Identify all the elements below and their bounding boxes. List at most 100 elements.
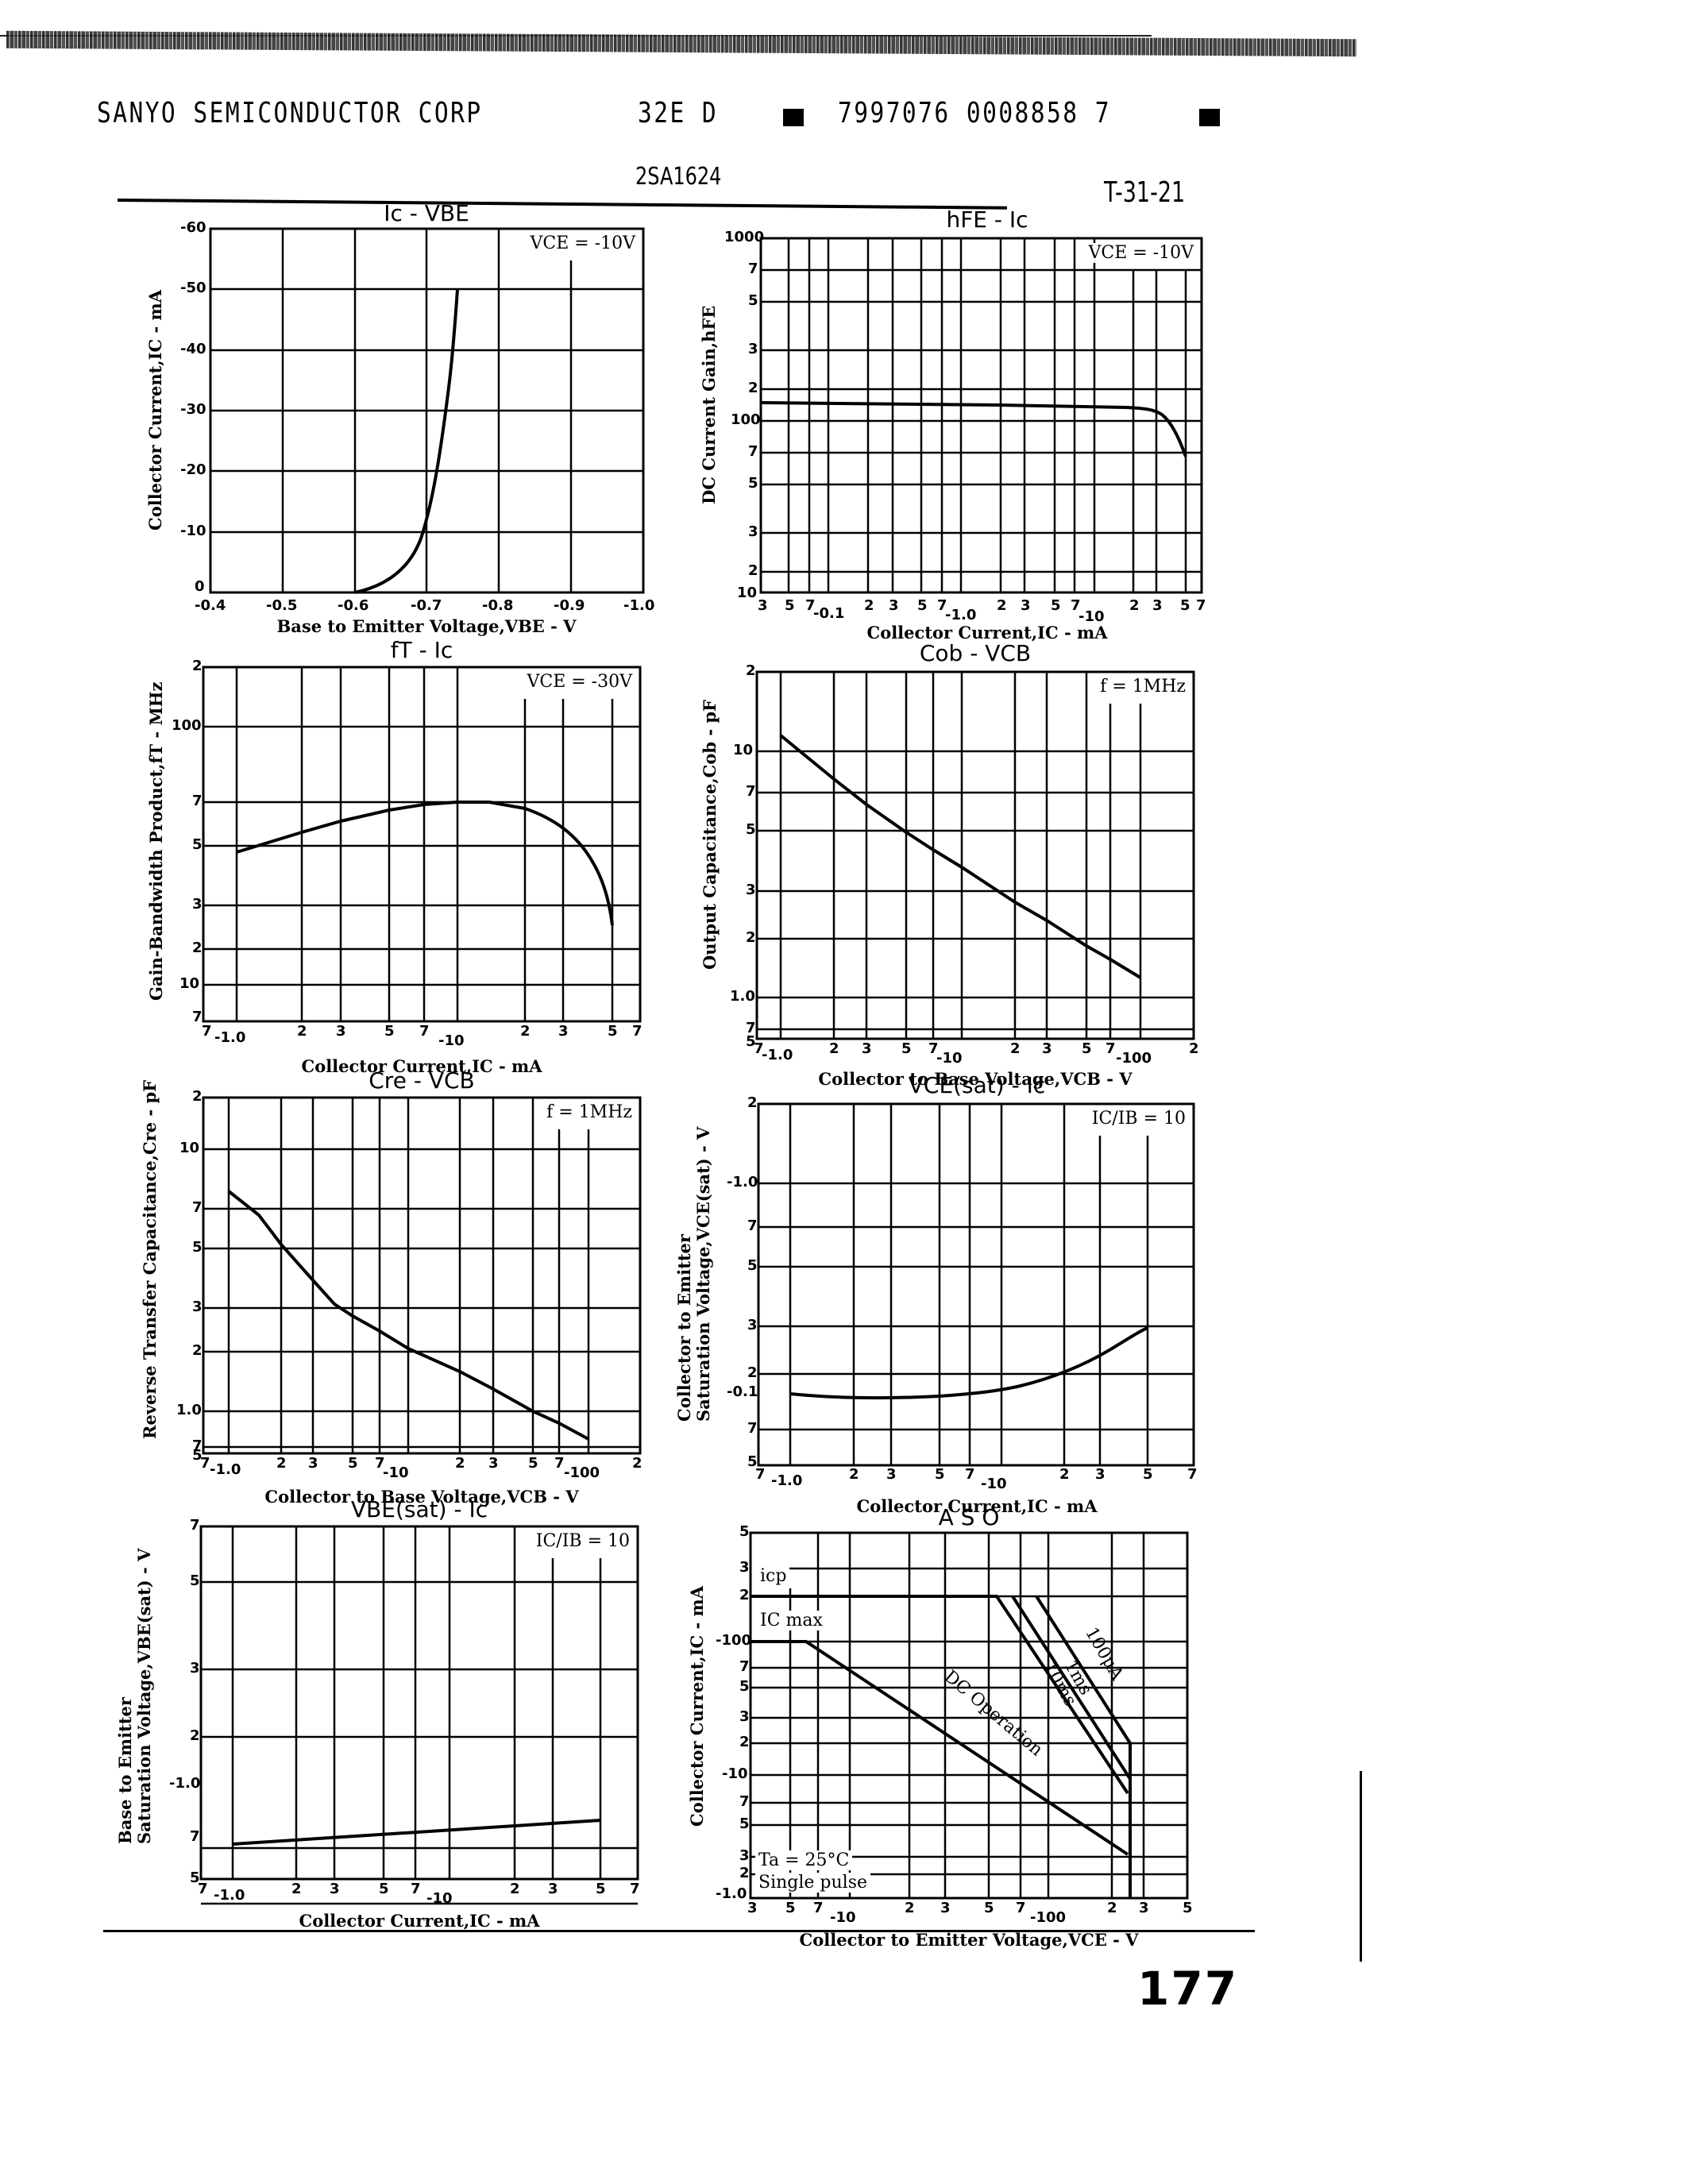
chart-title: Cre - VCB — [369, 1067, 475, 1094]
x-tick: -10 — [936, 1050, 963, 1067]
x-tick: 2 — [905, 1900, 915, 1916]
y-tick: 7 — [190, 1517, 200, 1534]
x-tick: -100 — [1030, 1909, 1067, 1926]
y-tick: 10 — [737, 585, 758, 601]
y-tick: -10 — [180, 523, 206, 539]
chart-vbesat-ic: VBE(sat) - Ic IC/IB = 10 7 5 3 2 -1.0 7 … — [115, 1496, 640, 1931]
x-tick: 3 — [488, 1455, 499, 1472]
x-tick: -10 — [981, 1476, 1007, 1492]
chart-condition: VCE = -30V — [523, 672, 635, 692]
y-tick: 7 — [192, 793, 203, 809]
y-tick: 100 — [731, 411, 761, 428]
chart-cob-vcb: Cob - VCB f = 1MHz 2 10 7 5 3 2 1.0 7 5 … — [700, 640, 1199, 1089]
x-tick: 2 — [297, 1023, 307, 1040]
y-tick: 2 — [190, 1727, 200, 1744]
y-tick: 5 — [192, 1447, 203, 1464]
x-tick: -10 — [438, 1032, 465, 1049]
y-tick: 2 — [739, 1587, 750, 1603]
y-axis-label: Output Capacitance,Cob - pF — [700, 700, 720, 970]
x-tick: 3 — [940, 1900, 951, 1916]
chart-ft-ic-plot — [202, 666, 642, 1023]
x-tick: -0.1 — [813, 605, 845, 622]
x-tick: 2 — [455, 1455, 465, 1472]
y-tick: 5 — [739, 1678, 750, 1695]
y-tick: -1.0 — [169, 1775, 201, 1792]
x-tick: -1.0 — [214, 1887, 245, 1904]
scan-edge-line — [1360, 1771, 1362, 1962]
x-tick: -1.0 — [762, 1047, 793, 1063]
header-code2: 7997076 0008858 7 — [838, 97, 1111, 129]
chart-hfe-ic-plot — [759, 237, 1203, 594]
y-tick: 5 — [192, 836, 203, 853]
y-tick: 7 — [739, 1793, 750, 1810]
y-tick: 7 — [747, 1420, 758, 1437]
x-tick: 5 — [608, 1023, 618, 1040]
x-tick: 3 — [336, 1023, 346, 1040]
doc-code: T-31-21 — [1104, 176, 1186, 209]
y-tick: 3 — [748, 341, 758, 357]
x-tick: 5 — [1180, 597, 1190, 614]
y-tick: -30 — [180, 401, 206, 418]
x-axis-label: Base to Emitter Voltage,VBE - V — [276, 616, 577, 636]
x-tick: 5 — [528, 1455, 538, 1472]
y-axis-label: DC Current Gain,hFE — [699, 305, 719, 504]
x-tick: 3 — [308, 1455, 318, 1472]
x-tick: -10 — [426, 1890, 453, 1907]
y-tick: 2 — [192, 1088, 203, 1105]
y-tick: 7 — [739, 1658, 750, 1675]
x-tick: -0.5 — [266, 597, 298, 614]
x-tick: 7 — [754, 1040, 764, 1057]
x-tick: 7 — [928, 1040, 939, 1057]
part-number: 2SA1624 — [635, 163, 722, 191]
y-tick: 7 — [192, 1009, 203, 1025]
x-tick: 3 — [1139, 1900, 1149, 1916]
chart-ic-vbe-plot — [209, 227, 645, 594]
x-tick: 7 — [1071, 597, 1081, 614]
x-tick: 7 — [200, 1455, 210, 1472]
x-tick: 7 — [1196, 597, 1206, 614]
x-tick: -10 — [830, 1909, 856, 1926]
chart-cob-vcb-plot — [755, 670, 1195, 1040]
x-tick: 7 — [813, 1900, 824, 1916]
x-axis-label: Collector Current,IC - mA — [299, 1911, 540, 1931]
y-axis-label: Gain-Bandwidth Product,fT - MHz — [146, 681, 166, 1001]
y-tick: 5 — [746, 1033, 756, 1050]
y-axis-label-line1: Collector to Emitter — [674, 1234, 694, 1422]
y-tick: 5 — [739, 1523, 750, 1540]
footer-rule — [103, 1930, 1255, 1932]
black-block-icon — [783, 109, 804, 126]
x-tick: 3 — [330, 1881, 340, 1897]
page-number: 177 — [1137, 1962, 1239, 2016]
y-axis-label: Collector Current,IC - mA — [145, 289, 165, 531]
x-axis-label: Collector to Base Voltage,VCB - V — [818, 1069, 1133, 1089]
x-axis-label: Collector Current,IC - mA — [856, 1496, 1098, 1516]
x-tick: -1.0 — [945, 607, 977, 623]
x-tick: 7 — [411, 1881, 421, 1897]
y-tick: 2 — [192, 658, 203, 674]
y-axis-label-line2: Saturation Voltage,VCE(sat) - V — [693, 1126, 713, 1422]
x-tick: 7 — [632, 1023, 642, 1040]
x-tick: 7 — [1106, 1040, 1116, 1057]
y-tick: 5 — [747, 1453, 758, 1470]
x-tick: 5 — [785, 1900, 796, 1916]
y-tick: 3 — [739, 1847, 750, 1864]
y-tick: -100 — [716, 1632, 752, 1649]
x-tick: -1.0 — [771, 1472, 803, 1489]
x-tick: 2 — [1059, 1466, 1070, 1483]
y-tick: 5 — [748, 292, 758, 309]
chart-cre-vcb: Cre - VCB f = 1MHz 2 10 7 5 3 2 1.0 7 5 … — [140, 1067, 642, 1507]
x-tick: 5 — [901, 1040, 912, 1057]
x-tick: -10 — [383, 1464, 409, 1481]
chart-condition: IC/IB = 10 — [532, 1531, 633, 1551]
chart-title: VCE(sat) - Ic — [908, 1072, 1046, 1098]
chart-ic-vbe: Ic - VBE VCE = -10V -60 -50 -40 -30 -20 … — [145, 200, 654, 636]
y-tick: 5 — [190, 1572, 200, 1589]
x-tick: 7 — [375, 1455, 385, 1472]
x-axis-label: Collector to Emitter Voltage,VCE - V — [799, 1930, 1139, 1950]
y-tick: 10 — [733, 742, 754, 758]
chart-hfe-ic: hFE - Ic VCE = -10V 1000 7 5 3 2 100 7 5… — [699, 206, 1206, 642]
x-tick: 2 — [849, 1466, 859, 1483]
y-tick: -20 — [180, 461, 206, 478]
y-tick: 3 — [739, 1708, 750, 1725]
x-tick: -100 — [1116, 1050, 1152, 1067]
